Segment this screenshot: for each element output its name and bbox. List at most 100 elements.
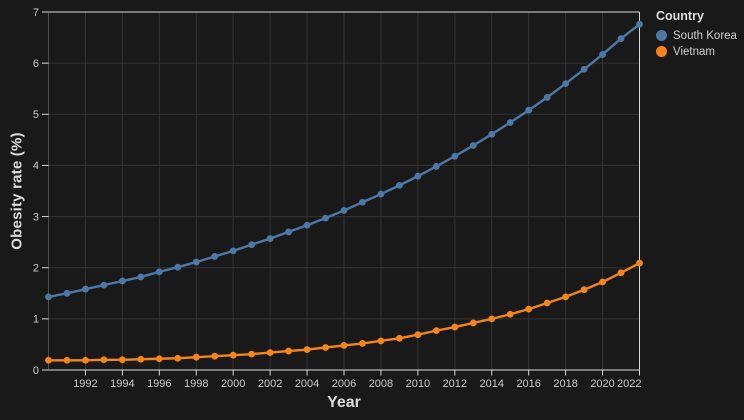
vietnam-point <box>137 355 145 363</box>
south-korea-point <box>469 142 477 149</box>
vietnam-point <box>82 356 89 364</box>
x-tick-label: 2016 <box>516 378 540 390</box>
south-korea-point <box>155 268 163 276</box>
vietnam-swatch-icon <box>656 46 667 57</box>
south-korea-point <box>432 163 440 170</box>
vietnam-point <box>303 346 311 353</box>
y-axis-title: Obesity rate (%) <box>8 132 26 250</box>
vietnam-point <box>488 315 496 323</box>
vietnam-point <box>45 356 52 364</box>
south-korea-point <box>377 190 385 198</box>
x-tick-label: 2000 <box>221 378 245 390</box>
south-korea-point <box>617 35 625 42</box>
vietnam-point <box>285 347 292 355</box>
south-korea-point <box>82 285 89 293</box>
vietnam-point <box>617 269 625 277</box>
vietnam-point <box>599 278 606 286</box>
south-korea-point <box>525 106 533 114</box>
vietnam-point <box>118 356 126 364</box>
south-korea-point <box>285 228 292 236</box>
south-korea-point <box>266 235 274 242</box>
y-tick-label: 5 <box>33 109 39 121</box>
vietnam-point <box>229 351 237 359</box>
x-tick-label: 2018 <box>553 378 577 390</box>
vietnam-point <box>377 337 385 345</box>
legend-item-south-korea: South Korea <box>656 28 742 43</box>
vietnam-point <box>506 310 514 318</box>
x-tick-label: 2004 <box>295 378 319 390</box>
south-korea-point <box>599 51 606 58</box>
south-korea-point <box>488 130 496 138</box>
south-korea-swatch-icon <box>656 30 667 41</box>
x-tick-label: 2012 <box>443 378 467 390</box>
south-korea-point <box>118 277 126 285</box>
south-korea-point <box>543 94 551 101</box>
vietnam-point <box>248 350 256 358</box>
vietnam-point <box>63 356 71 364</box>
vietnam-point <box>469 319 477 327</box>
y-tick-label: 4 <box>33 160 39 172</box>
south-korea-point <box>322 214 329 222</box>
legend-item-vietnam: Vietnam <box>656 44 742 59</box>
south-korea-point <box>211 253 219 260</box>
vietnam-point <box>580 286 588 294</box>
south-korea-point <box>229 247 237 255</box>
south-korea-point <box>414 172 422 180</box>
x-tick-label: 2022 <box>617 378 641 390</box>
south-korea-point <box>359 198 366 206</box>
vietnam-point <box>266 349 274 357</box>
vietnam-point <box>211 352 219 360</box>
vietnam-point <box>396 334 403 342</box>
vietnam-point <box>340 342 348 349</box>
south-korea-point <box>562 80 570 87</box>
vietnam-point <box>636 259 643 267</box>
vietnam-point <box>414 331 422 339</box>
legend-label-south-korea: South Korea <box>673 29 737 42</box>
south-korea-point <box>580 65 588 73</box>
south-korea-point <box>636 20 643 28</box>
x-tick-label: 1998 <box>184 378 208 390</box>
x-tick-label: 2008 <box>369 378 393 390</box>
legend-label-vietnam: Vietnam <box>673 45 715 58</box>
vietnam-point <box>192 353 200 361</box>
legend-title: Country <box>656 9 704 23</box>
x-tick-label: 2020 <box>590 378 614 390</box>
x-tick-label: 2014 <box>480 378 504 390</box>
south-korea-point <box>303 221 311 229</box>
vietnam-point <box>451 323 459 331</box>
south-korea-point <box>137 273 145 281</box>
x-axis-title: Year <box>327 394 361 411</box>
south-korea-point <box>100 281 108 289</box>
south-korea-point <box>248 241 256 249</box>
y-tick-label: 6 <box>33 58 39 70</box>
x-tick-label: 2006 <box>332 378 356 390</box>
x-tick-label: 2002 <box>258 378 282 390</box>
vietnam-point <box>562 293 570 301</box>
y-tick-label: 2 <box>33 263 39 275</box>
y-tick-label: 7 <box>33 7 39 19</box>
vietnam-point <box>322 344 329 351</box>
south-korea-point <box>63 289 71 297</box>
south-korea-point <box>451 152 459 160</box>
south-korea-point <box>396 181 403 189</box>
y-tick-label: 0 <box>33 365 39 377</box>
south-korea-point <box>506 119 514 126</box>
south-korea-point <box>192 258 200 266</box>
vietnam-point <box>100 356 108 364</box>
y-tick-label: 1 <box>33 314 39 326</box>
vietnam-point <box>174 354 182 362</box>
vietnam-point <box>155 355 163 363</box>
y-tick-label: 3 <box>33 211 39 223</box>
legend: Country South Korea Vietnam <box>656 9 742 60</box>
south-korea-point <box>340 207 348 214</box>
vietnam-point <box>432 327 440 335</box>
south-korea-point <box>174 263 182 271</box>
x-tick-label: 1994 <box>110 378 134 390</box>
x-tick-label: 1992 <box>73 378 97 390</box>
x-tick-label: 1996 <box>147 378 171 390</box>
x-tick-label: 2010 <box>406 378 430 390</box>
vietnam-point <box>525 305 533 313</box>
vietnam-point <box>543 299 551 307</box>
south-korea-point <box>45 293 52 301</box>
